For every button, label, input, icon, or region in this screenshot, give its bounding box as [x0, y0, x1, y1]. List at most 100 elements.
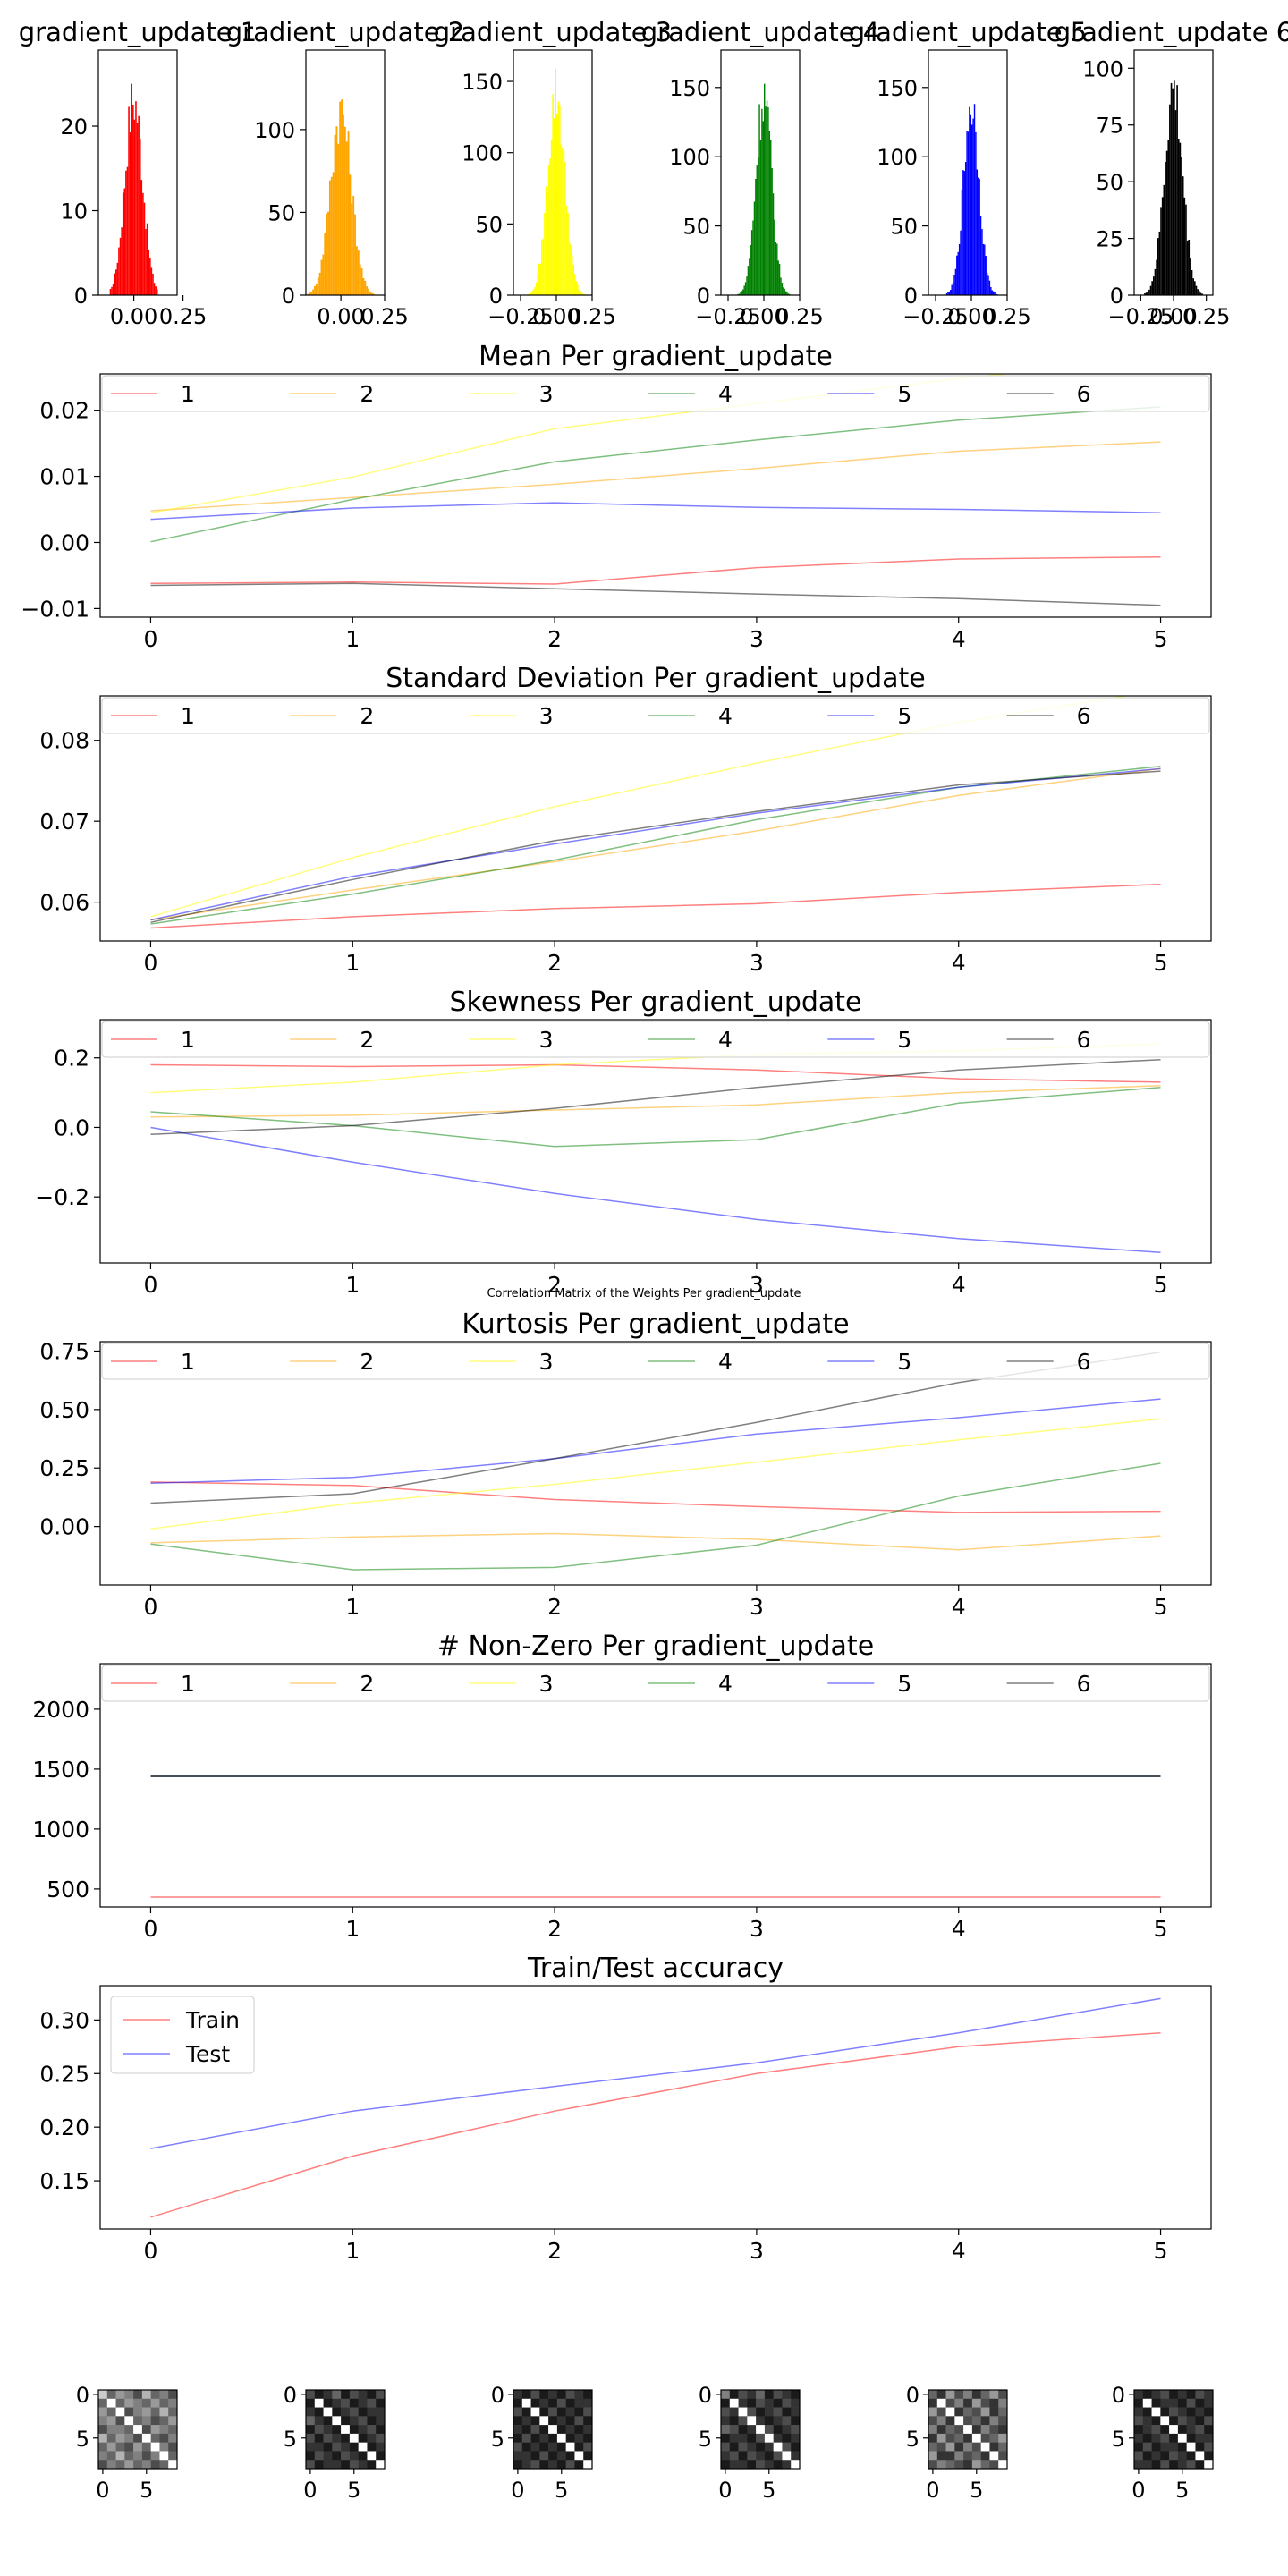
heatmap-cell	[141, 2398, 151, 2408]
histogram-bar	[1169, 104, 1171, 295]
series-lines	[150, 696, 1161, 929]
histogram-bar	[1195, 285, 1198, 295]
x-tick-label: −0.25	[695, 304, 761, 329]
legend-label-6: 6	[1077, 1671, 1091, 1697]
heatmap-cell	[1204, 2425, 1214, 2435]
histogram-bar	[784, 291, 787, 295]
histogram-bar	[969, 106, 970, 295]
legend-label-5: 5	[897, 1671, 911, 1697]
heatmap-panel-3: 0 5 0 5	[491, 2383, 593, 2503]
heatmap-cell	[1142, 2425, 1152, 2435]
heatmap-cell	[989, 2433, 999, 2443]
x-tick-label: 5	[1154, 1916, 1168, 1942]
heatmap-cell	[1134, 2451, 1144, 2461]
heatmap-cell	[367, 2425, 377, 2435]
heatmap-cell	[989, 2442, 999, 2452]
histogram-bar	[156, 289, 158, 295]
heatmap-cell	[1151, 2460, 1161, 2470]
heatmap-cell	[530, 2398, 540, 2408]
y-tick-label: 5	[1112, 2427, 1125, 2452]
histogram-bar	[133, 119, 136, 295]
heatmap-cell	[756, 2460, 766, 2470]
y-tick-label: 5	[284, 2427, 297, 2452]
histogram-bar	[559, 105, 561, 295]
y-tick-label: 100	[669, 145, 710, 170]
histogram-bar	[142, 192, 144, 295]
histogram-bar	[320, 259, 323, 295]
chart-title: # Non-Zero Per gradient_update	[437, 1631, 874, 1662]
x-tick-label: 0	[926, 2478, 939, 2503]
heatmap-cell	[133, 2433, 143, 2443]
x-tick-label: 1	[345, 1916, 360, 1942]
histogram-title: gradient_update 3	[434, 17, 673, 47]
x-tick-label: 4	[952, 1272, 966, 1298]
histogram-bar	[356, 246, 358, 295]
histogram-bar	[119, 237, 122, 295]
histogram-bar	[984, 244, 986, 295]
heatmap-cell	[565, 2425, 575, 2435]
heatmap-cell	[998, 2398, 1008, 2408]
heatmap-cell	[115, 2390, 125, 2400]
histogram-bar	[109, 289, 112, 295]
heatmap-cell	[756, 2416, 766, 2426]
heatmap-cell	[124, 2390, 134, 2400]
heatmap-cell	[756, 2407, 766, 2417]
heatmap-cell	[773, 2390, 783, 2400]
histogram-bar	[549, 158, 551, 295]
histogram-bar	[962, 170, 964, 295]
y-tick-label: 0.25	[39, 2061, 89, 2087]
histogram-bar	[987, 275, 989, 295]
series-line-1	[150, 555, 1161, 585]
histogram-bar	[582, 293, 584, 295]
y-tick-label: 50	[267, 200, 295, 225]
x-tick-label: 4	[952, 626, 966, 652]
heatmap-cell	[539, 2451, 549, 2461]
histogram-bar	[534, 286, 536, 295]
series-line-6	[150, 582, 1161, 606]
heatmap-cell	[791, 2398, 801, 2408]
heatmap-cell	[332, 2390, 342, 2400]
heatmap-cell	[791, 2425, 801, 2435]
series-lines	[150, 374, 1161, 606]
heatmap-cell	[556, 2398, 566, 2408]
histogram-bar	[784, 288, 785, 295]
histogram-bar	[149, 257, 151, 295]
histogram-bar	[139, 139, 141, 295]
heatmap-cell	[332, 2442, 342, 2452]
y-tick-label: 5	[76, 2427, 89, 2452]
histogram-bar	[131, 83, 133, 295]
heatmap-cell	[1142, 2416, 1152, 2426]
x-tick-label: 5	[1154, 950, 1168, 976]
heatmap-cell	[574, 2442, 584, 2452]
heatmap-cell	[548, 2460, 558, 2470]
heatmap-cell	[1169, 2460, 1179, 2470]
histogram-bar	[532, 289, 535, 295]
histogram-bar	[970, 114, 971, 295]
heatmap-cell	[1169, 2416, 1179, 2426]
histogram-bar	[125, 170, 127, 295]
heatmap-cell	[376, 2433, 386, 2443]
heatmap-cell	[729, 2407, 739, 2417]
heatmap-cell	[358, 2451, 368, 2461]
y-tick-label: 10	[60, 199, 88, 225]
y-tick-label: 0.00	[39, 530, 89, 555]
heatmap-cell	[124, 2442, 134, 2452]
histogram-bar	[309, 292, 311, 295]
series-line-2	[150, 1085, 1161, 1118]
histogram-bar	[960, 230, 962, 295]
y-tick-label: 0	[906, 2383, 919, 2408]
heatmap-cell	[115, 2442, 125, 2452]
histogram-bar	[146, 223, 148, 295]
heatmap-cell	[756, 2433, 766, 2443]
y-tick-label: 0	[284, 2383, 297, 2408]
series-lines	[150, 1775, 1161, 1898]
heatmap-cell	[756, 2442, 766, 2452]
heatmap-cell	[773, 2442, 783, 2452]
histogram-bar	[778, 264, 781, 295]
heatmap-cell	[565, 2390, 575, 2400]
heatmap-cell	[1169, 2407, 1179, 2417]
series-line-4	[150, 1087, 1161, 1148]
y-tick-label: 50	[890, 215, 918, 240]
histogram-bar	[334, 134, 336, 295]
heatmap-cell	[729, 2416, 739, 2426]
